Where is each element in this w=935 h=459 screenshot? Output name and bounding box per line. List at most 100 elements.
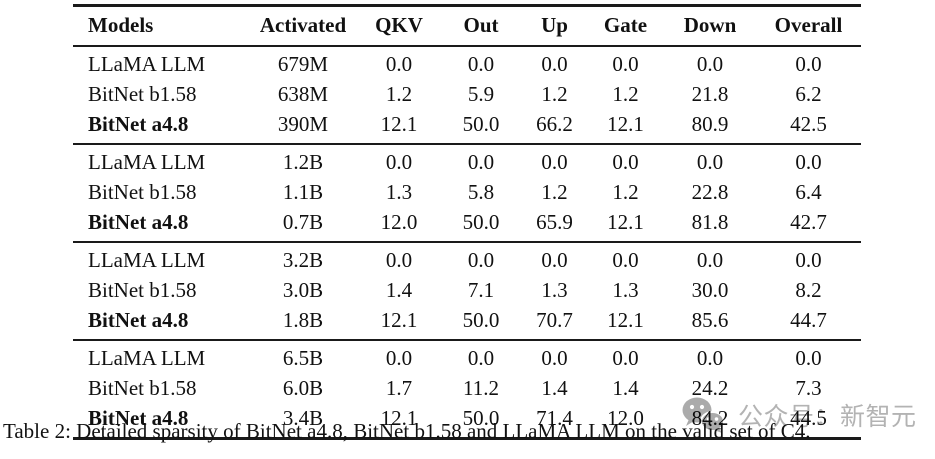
value-cell: 44.7 (790, 308, 827, 332)
value-cell: 70.7 (536, 308, 573, 332)
table-header-row: Models Activated QKV Out Up Gate Down Overall (73, 5, 861, 46)
value-cell: 11.2 (463, 376, 499, 400)
model-name-cell: BitNet a4.8 (88, 210, 189, 234)
value-cell: 1.2B (282, 150, 324, 174)
table-group-2: LLaMA LLM 1.2B 0.0 0.0 0.0 0.0 0.0 0.0 BitNet b1… (73, 144, 861, 242)
value-cell: 6.0B (282, 376, 324, 400)
value-cell: 390M (277, 112, 329, 136)
model-name-cell: BitNet a4.8 (88, 308, 189, 332)
table-group-4: LLaMA LLM 6.5B 0.0 0.0 0.0 0.0 0.0 0.0 BitNet b1… (73, 340, 861, 439)
value-cell: 1.2 (612, 82, 639, 106)
value-cell: 0.7B (282, 210, 324, 234)
value-cell: 0.0 (467, 150, 495, 174)
column-header-down: Down (683, 13, 737, 37)
column-header-qkv: QKV (375, 13, 423, 37)
value-cell: 0.0 (385, 248, 413, 272)
model-name-cell: BitNet b1.58 (88, 376, 197, 400)
value-cell: 1.4 (385, 278, 413, 302)
value-cell: 42.5 (790, 112, 827, 136)
value-cell: 0.0 (696, 52, 724, 76)
value-cell: 12.1 (607, 112, 644, 136)
table-row: BitNet b1.58 1.1B 1.3 5.8 1.2 1.2 22.8 6.4 (73, 178, 861, 208)
value-cell: 0.0 (612, 150, 639, 174)
value-cell: 0.0 (541, 248, 568, 272)
table-header: Models Activated QKV Out Up Gate Down Overall (73, 5, 861, 46)
table-row: BitNet a4.8 0.7B 12.0 50.0 65.9 12.1 81.8 42.7 (73, 208, 861, 242)
column-header-up: Up (541, 13, 568, 37)
value-cell: 85.6 (691, 308, 729, 332)
value-cell: 50.0 (462, 210, 500, 234)
column-header-activated: Activated (259, 13, 347, 37)
value-cell: 65.9 (536, 210, 573, 234)
value-cell: 0.0 (541, 346, 568, 370)
value-cell: 12.0 (607, 406, 644, 430)
table-group-1: LLaMA LLM 679M 0.0 0.0 0.0 0.0 0.0 0.0 BitNet b1… (73, 46, 861, 144)
value-cell: 0.0 (385, 150, 413, 174)
sparsity-table: Models Activated QKV Out Up Gate Down Overall L… (73, 4, 861, 440)
value-cell: 1.3 (385, 180, 413, 204)
value-cell: 12.1 (380, 406, 418, 430)
value-cell: 1.2 (385, 82, 413, 106)
table-row: LLaMA LLM 679M 0.0 0.0 0.0 0.0 0.0 0.0 (73, 46, 861, 80)
value-cell: 12.1 (380, 308, 418, 332)
value-cell: 5.9 (467, 82, 495, 106)
value-cell: 1.2 (541, 180, 568, 204)
value-cell: 21.8 (691, 82, 729, 106)
table-group-3: LLaMA LLM 3.2B 0.0 0.0 0.0 0.0 0.0 0.0 BitNet b1… (73, 242, 861, 340)
table-row: LLaMA LLM 3.2B 0.0 0.0 0.0 0.0 0.0 0.0 (73, 242, 861, 276)
model-name-cell: BitNet b1.58 (88, 180, 197, 204)
value-cell: 50.0 (462, 406, 500, 430)
column-header-models: Models (88, 13, 154, 37)
model-name-cell: LLaMA LLM (88, 248, 206, 272)
table-row: BitNet a4.8 1.8B 12.1 50.0 70.7 12.1 85.6 44.7 (73, 306, 861, 340)
value-cell: 71.4 (536, 406, 573, 430)
value-cell: 44.5 (790, 406, 827, 430)
value-cell: 1.2 (541, 82, 568, 106)
value-cell: 1.3 (541, 278, 568, 302)
value-cell: 679M (277, 52, 329, 76)
value-cell: 1.2 (612, 180, 639, 204)
value-cell: 3.4B (282, 406, 324, 430)
value-cell: 6.5B (282, 346, 324, 370)
value-cell: 1.8B (282, 308, 324, 332)
value-cell: 1.3 (612, 278, 639, 302)
column-header-out: Out (463, 13, 499, 37)
model-name-cell: BitNet b1.58 (88, 278, 197, 302)
value-cell: 5.8 (467, 180, 495, 204)
value-cell: 0.0 (467, 52, 495, 76)
value-cell: 1.7 (385, 376, 413, 400)
table-caption: Table 2: Detailed sparsity of BitNet a4.… (3, 419, 811, 443)
table-container: Models Activated QKV Out Up Gate Down Overall L… (73, 4, 861, 440)
value-cell: 0.0 (795, 248, 822, 272)
value-cell: 0.0 (467, 248, 495, 272)
value-cell: 1.1B (282, 180, 324, 204)
table-row: BitNet a4.8 390M 12.1 50.0 66.2 12.1 80.9 42.5 (73, 110, 861, 144)
column-header-overall: Overall (774, 13, 843, 37)
value-cell: 12.1 (607, 308, 644, 332)
value-cell: 12.0 (380, 210, 418, 234)
value-cell: 0.0 (612, 248, 639, 272)
model-name-cell: BitNet a4.8 (88, 406, 189, 430)
value-cell: 8.2 (795, 278, 822, 302)
value-cell: 0.0 (696, 248, 724, 272)
model-name-cell: BitNet b1.58 (88, 82, 197, 106)
value-cell: 0.0 (385, 52, 413, 76)
model-name-cell: LLaMA LLM (88, 52, 206, 76)
value-cell: 0.0 (467, 346, 495, 370)
model-name-cell: LLaMA LLM (88, 150, 206, 174)
value-cell: 50.0 (462, 308, 500, 332)
value-cell: 80.9 (691, 112, 729, 136)
value-cell: 66.2 (536, 112, 573, 136)
value-cell: 0.0 (612, 346, 639, 370)
value-cell: 12.1 (380, 112, 418, 136)
value-cell: 3.2B (282, 248, 324, 272)
value-cell: 638M (277, 82, 329, 106)
value-cell: 6.4 (795, 180, 822, 204)
value-cell: 0.0 (795, 150, 822, 174)
value-cell: 81.8 (691, 210, 729, 234)
column-header-gate: Gate (603, 13, 648, 37)
value-cell: 3.0B (282, 278, 324, 302)
model-name-cell: BitNet a4.8 (88, 112, 189, 136)
value-cell: 0.0 (795, 52, 822, 76)
